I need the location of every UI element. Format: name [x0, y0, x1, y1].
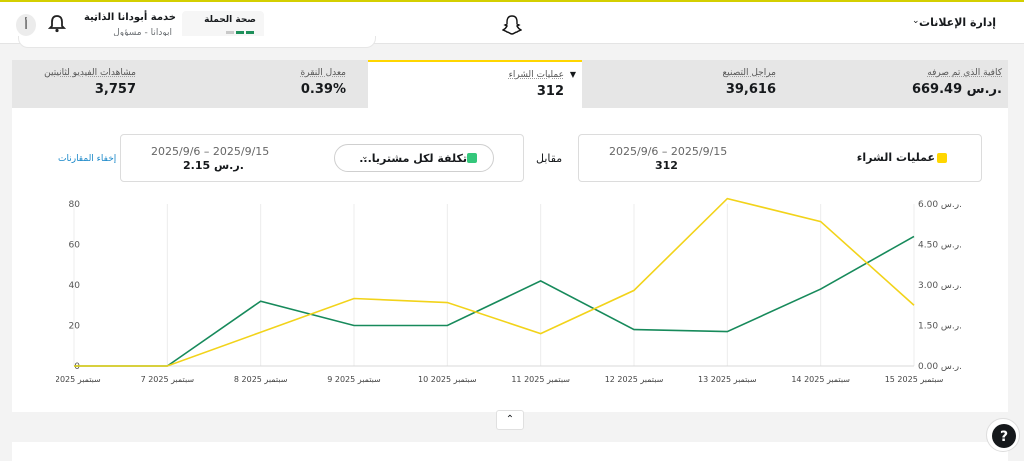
tab-value: 39,616	[725, 82, 776, 97]
metric-value: 2.15 ر.س.	[183, 159, 244, 172]
help-button[interactable]: ?	[986, 418, 1020, 452]
summary-card-edge	[18, 36, 376, 48]
tab-spend[interactable]: كافية الذي تم صرفه 669.49 ر.س.	[804, 60, 1008, 108]
x-tick-label: 13 سبتمبر 2025	[698, 375, 757, 384]
campaign-health[interactable]: صحة الحملة	[182, 11, 264, 39]
tab-purchases[interactable]: عمليات الشراء ▼ 312	[368, 60, 582, 108]
x-tick-label: 15 سبتمبر 2025	[885, 375, 944, 384]
date-range: 2025/9/6 – 2025/9/15	[609, 145, 728, 158]
tab-label: معدل النقرة	[300, 68, 346, 78]
tab-value: 669.49 ر.س.	[911, 82, 1002, 97]
series-line	[74, 197, 915, 367]
help-icon: ?	[992, 424, 1016, 448]
next-card-edge	[12, 442, 1008, 461]
y-tick-label-right: 1.50 ر.س.	[918, 322, 962, 332]
x-tick-label: 7 سبتمبر 2025	[141, 375, 195, 384]
versus-label: مقابل	[536, 152, 563, 165]
snapchat-logo-icon	[501, 14, 523, 36]
x-tick-label: 9 سبتمبر 2025	[327, 375, 381, 384]
tab-label: مشاهدات الفيديو لثانيتين	[44, 68, 136, 78]
campaign-health-label: صحة الحملة	[204, 15, 256, 25]
chevron-down-icon: ⌄	[361, 152, 369, 162]
series-color-swatch	[467, 153, 477, 163]
line-chart: 80 60 40 20 0 6.00 ر.س. 4.50 ر.س. 3.00 ر.س. 1.5…	[56, 197, 962, 384]
series-color-swatch	[937, 153, 947, 163]
tab-value: 312	[536, 84, 564, 99]
x-tick-label: 8 سبتمبر 2025	[234, 375, 288, 384]
chevron-down-icon[interactable]: ⌄	[912, 16, 920, 26]
tab-ctr[interactable]: معدل النقرة 0.39%	[152, 60, 352, 108]
y-tick-label-left: 20	[69, 322, 81, 332]
y-tick-label-right: 3.00 ر.س.	[918, 281, 962, 291]
x-tick-label: 14 سبتمبر 2025	[791, 375, 850, 384]
ads-manager-menu[interactable]: إدارة الإعلانات	[919, 16, 996, 29]
secondary-metric-label: تكلفة لكل مشتريا...	[359, 152, 467, 165]
tab-label: كافية الذي تم صرفه	[927, 68, 1002, 78]
chevron-down-icon[interactable]: ⌄	[92, 14, 99, 23]
y-tick-label-right: 6.00 ر.س.	[918, 200, 962, 210]
hide-comparisons-link[interactable]: إخفاء المقارنات	[58, 154, 117, 164]
tab-value: 0.39%	[300, 82, 346, 97]
y-tick-label-right: 4.50 ر.س.	[918, 241, 962, 251]
org-name[interactable]: خدمة أبودانا الذاتية	[83, 12, 176, 23]
account-avatar[interactable]: أ	[16, 14, 36, 36]
y-tick-label-left: 40	[69, 281, 81, 291]
series-line	[74, 235, 915, 367]
primary-metric-box: عمليات الشراء 2025/9/6 – 2025/9/15 312	[578, 134, 982, 182]
y-tick-label-left: 60	[69, 241, 81, 251]
tab-video-views[interactable]: مشاهدات الفيديو لثانيتين 3,757	[12, 60, 142, 108]
x-tick-label: 10 سبتمبر 2025	[418, 375, 477, 384]
y-tick-label-left: 0	[74, 362, 80, 372]
date-range: 2025/9/6 – 2025/9/15	[151, 145, 270, 158]
health-bar-segment	[226, 31, 234, 34]
x-tick-label: 6 سبتمبر 2025	[56, 375, 101, 384]
x-tick-label: 11 سبتمبر 2025	[511, 375, 570, 384]
collapse-chart-button[interactable]: ⌃	[496, 410, 524, 430]
svg-text:?: ?	[1000, 429, 1008, 445]
primary-metric-label: عمليات الشراء	[856, 151, 935, 164]
tab-value: 3,757	[94, 82, 136, 97]
y-tick-label-left: 80	[69, 200, 81, 210]
tab-label: عمليات الشراء	[508, 70, 564, 80]
secondary-metric-box: 2025/9/6 – 2025/9/15 2.15 ر.س.	[120, 134, 524, 182]
metric-value: 312	[655, 159, 678, 172]
secondary-metric-select[interactable]: تكلفة لكل مشتريا... ⌄	[334, 144, 494, 172]
bell-icon[interactable]	[47, 14, 67, 34]
health-bar-segment	[246, 31, 254, 34]
tab-label: مراجل التصنيع	[722, 68, 776, 78]
dropdown-arrow-icon[interactable]: ▼	[569, 70, 576, 79]
org-role: ابودانا - مسؤول	[113, 28, 172, 38]
health-bar-segment	[236, 31, 244, 34]
tab-impressions[interactable]: مراجل التصنيع 39,616	[582, 60, 782, 108]
metric-tabs: كافية الذي تم صرفه 669.49 ر.س. مراجل الت…	[12, 60, 1008, 108]
x-tick-label: 12 سبتمبر 2025	[605, 375, 664, 384]
y-tick-label-right: 0.00 ر.س.	[918, 362, 962, 372]
